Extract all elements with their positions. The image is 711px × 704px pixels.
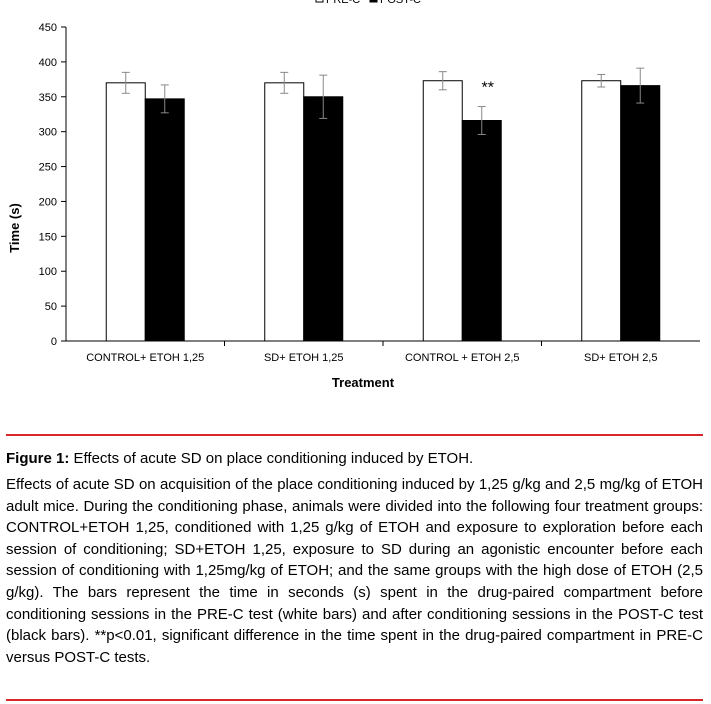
caption-title: Figure 1: Effects of acute SD on place c… [6, 448, 703, 470]
y-tick-label: 450 [39, 22, 57, 34]
y-tick-label: 250 [39, 162, 57, 174]
y-tick-label: 150 [39, 231, 57, 243]
x-tick-label: CONTROL+ ETOH 1,25 [86, 352, 204, 364]
bar [422, 80, 463, 342]
y-tick-label: 400 [39, 57, 57, 69]
x-tick-label: SD+ ETOH 1,25 [264, 352, 344, 364]
chart-legend: PRE-C POST-C [315, 0, 421, 6]
x-tick-label: CONTROL + ETOH 2,5 [405, 352, 520, 364]
y-axis-title: Time (s) [7, 203, 22, 253]
x-tick-label: SD+ ETOH 2,5 [584, 352, 657, 364]
plot-area: 0 50 100 150 200 250 300 350 400 450 CONTROL+ ETOH… [39, 22, 700, 364]
caption-label: Figure 1: [6, 450, 70, 467]
y-tick-label: 200 [39, 196, 57, 208]
legend-swatch [369, 0, 378, 3]
bar-chart: PRE-C POST-C 0 50 100 150 200 250 300 350 400 450 C… [7, 0, 700, 390]
y-tick-label: 300 [39, 127, 57, 139]
x-axis-title: Treatment [332, 375, 395, 390]
caption-top-rule [6, 434, 703, 436]
legend-label: POST-C [380, 0, 421, 6]
legend-label: PRE-C [326, 0, 360, 6]
y-tick-label: 50 [45, 301, 57, 313]
bar [461, 120, 502, 342]
legend-swatch [315, 0, 324, 3]
caption-title-text: Effects of acute SD on place conditionin… [73, 450, 474, 467]
caption-bottom-rule [6, 699, 703, 701]
bar [264, 82, 305, 342]
y-tick-label: 350 [39, 92, 57, 104]
significance-label: ** [482, 80, 494, 97]
bar [581, 80, 622, 342]
caption-body: Effects of acute SD on acquisition of th… [6, 476, 703, 666]
figure-caption: Figure 1: Effects of acute SD on place c… [6, 448, 703, 668]
y-tick-label: 0 [51, 336, 57, 348]
bar [620, 85, 661, 342]
bar [144, 98, 185, 342]
bar [303, 96, 344, 342]
bar [105, 82, 146, 342]
y-tick-label: 100 [39, 266, 57, 278]
